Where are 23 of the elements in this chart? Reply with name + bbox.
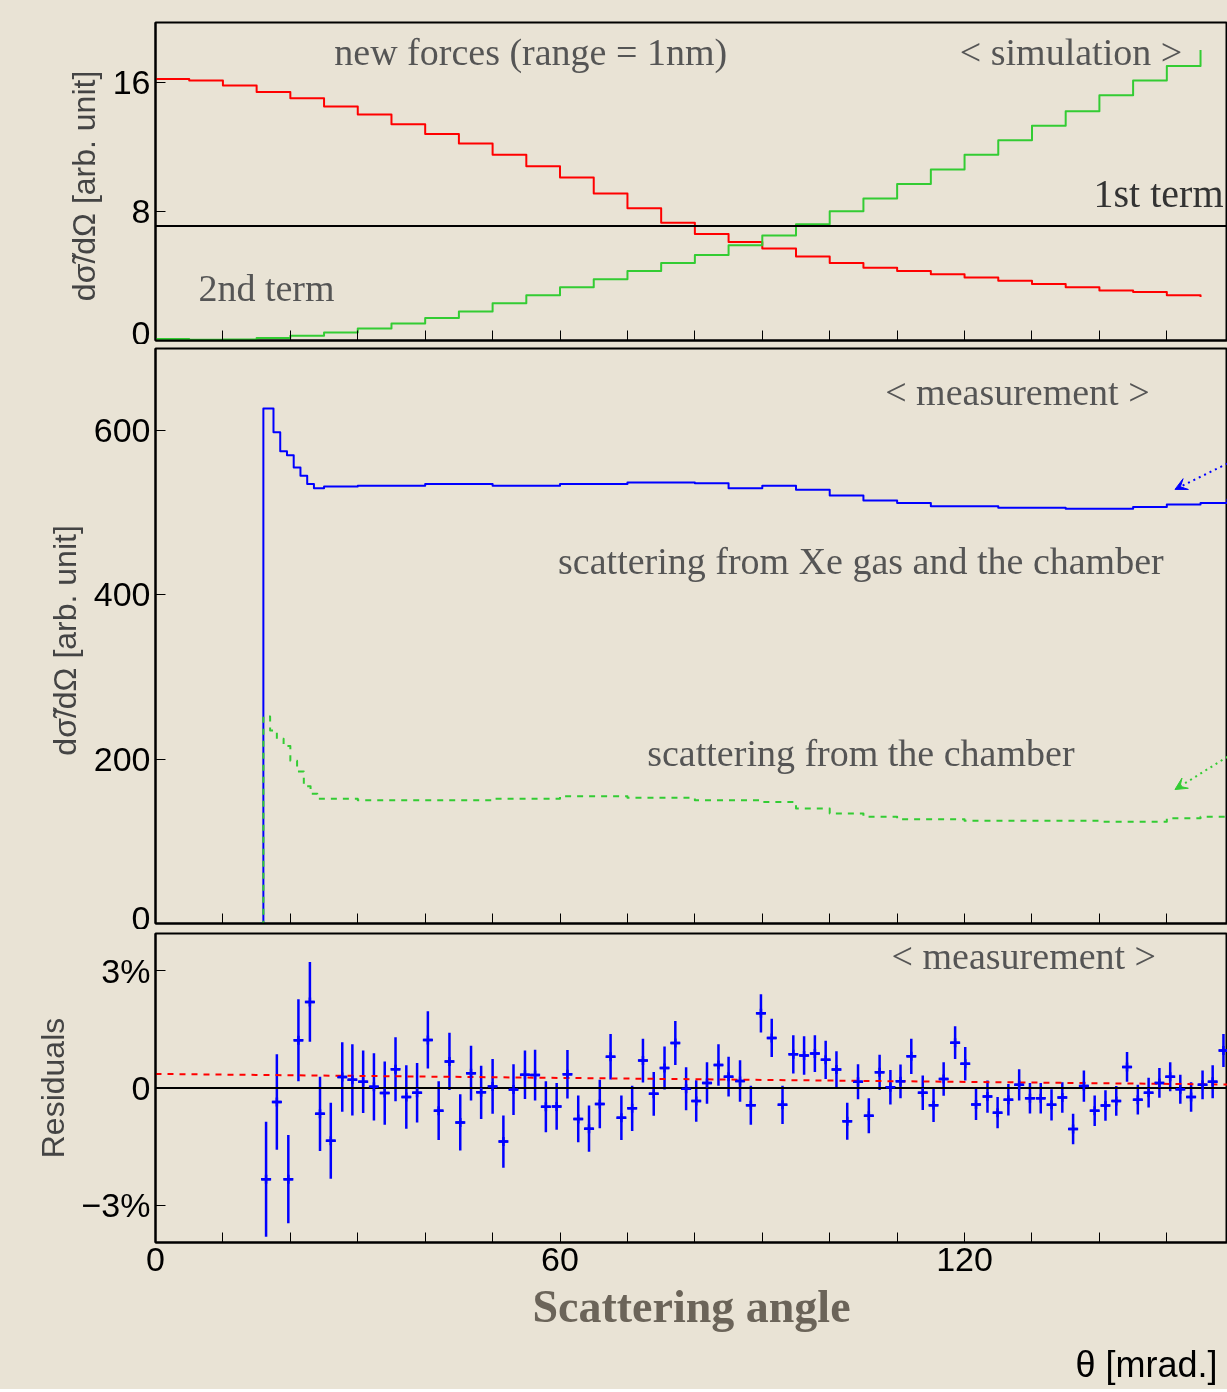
x-axis-title: θ [mrad.]: [1075, 1343, 1218, 1385]
y-tick-label: 400: [93, 575, 151, 614]
annotation: scattering from the chamber: [647, 732, 1075, 775]
y-tick-label: 16: [112, 62, 151, 101]
y-tick-label: 8: [131, 191, 151, 230]
ref-line-label: 1st term: [1093, 170, 1224, 216]
x-tick-label: 60: [541, 1239, 579, 1278]
annotation: < measurement >: [891, 935, 1157, 978]
annotation: < simulation >: [959, 31, 1183, 74]
y-tick-label: −3%: [81, 1186, 151, 1225]
y-axis-title: dσ̃/dΩ [arb. unit]: [46, 525, 83, 756]
y-axis-title: Residuals: [34, 1017, 71, 1159]
text: Scattering angle: [532, 1280, 851, 1332]
y-tick-label: 600: [93, 411, 151, 450]
y-tick-label: 0: [131, 1069, 151, 1107]
y-axis-title: dσ̃/dΩ [arb. unit]: [65, 70, 102, 302]
annotation: new forces (range = 1nm): [334, 31, 728, 75]
y-tick-label: 3%: [101, 951, 151, 990]
annotation: scattering from Xe gas and the chamber: [558, 540, 1165, 583]
x-tick-label: 120: [936, 1239, 993, 1278]
annotation: 2nd term: [198, 267, 335, 310]
annotation: < measurement >: [885, 370, 1150, 413]
y-tick-label: 200: [93, 739, 151, 778]
